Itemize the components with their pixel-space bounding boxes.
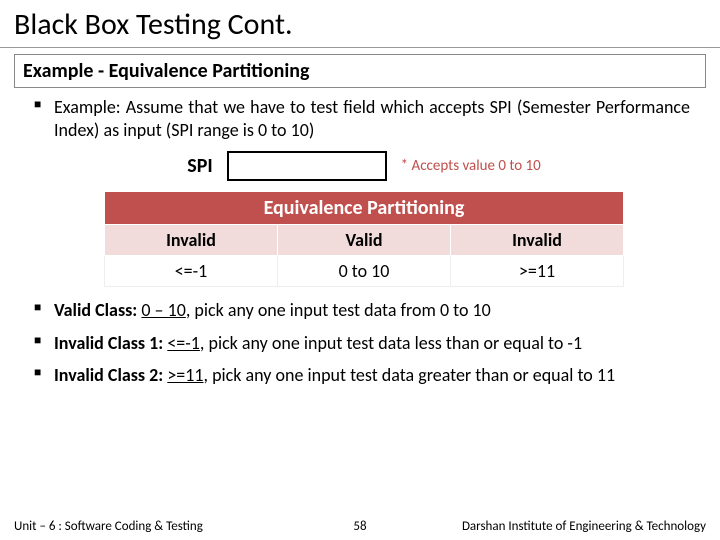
table-cell-2: >=11: [451, 256, 624, 287]
footer: Unit – 6 : Software Coding & Testing 58 …: [0, 519, 720, 534]
rest: , pick any one input test data greater t…: [204, 364, 616, 386]
value: >=11: [167, 364, 203, 386]
value: 0 – 10: [141, 299, 185, 321]
spi-label: SPI: [187, 154, 212, 178]
bullet-valid-class: Valid Class: 0 – 10, pick any one input …: [38, 299, 690, 322]
bullet-invalid-class-1: Invalid Class 1: <=-1, pick any one inpu…: [38, 332, 690, 355]
table-header: Equivalence Partitioning: [105, 192, 624, 225]
spi-input-box[interactable]: [227, 151, 387, 181]
page-title: Black Box Testing Cont.: [0, 0, 720, 48]
table-cell-1: 0 to 10: [278, 256, 451, 287]
rest: , pick any one input test data less than…: [200, 332, 582, 354]
table-col-0: Invalid: [105, 225, 278, 256]
label: Invalid Class 1:: [54, 332, 163, 354]
table-col-1: Valid: [278, 225, 451, 256]
section-subtitle: Example - Equivalence Partitioning: [14, 54, 706, 88]
footer-org: Darshan Institute of Engineering & Techn…: [385, 519, 706, 534]
slide: Black Box Testing Cont. Example - Equiva…: [0, 0, 720, 540]
label: Valid Class:: [54, 299, 137, 321]
value: <=-1: [167, 332, 200, 354]
bullet-invalid-class-2: Invalid Class 2: >=11, pick any one inpu…: [38, 364, 690, 387]
equivalence-table: Equivalence Partitioning Invalid Valid I…: [104, 191, 624, 287]
rest: , pick any one input test data from 0 to…: [186, 299, 491, 321]
spi-note: * Accepts value 0 to 10: [401, 157, 541, 175]
footer-unit: Unit – 6 : Software Coding & Testing: [14, 519, 335, 534]
table-cell-0: <=-1: [105, 256, 278, 287]
label: Invalid Class 2:: [54, 364, 163, 386]
table-col-2: Invalid: [451, 225, 624, 256]
bullet-list-bottom: Valid Class: 0 – 10, pick any one input …: [38, 299, 690, 387]
bullet-example: Example: Assume that we have to test fie…: [38, 96, 690, 141]
content-area: Example: Assume that we have to test fie…: [0, 96, 720, 387]
footer-page: 58: [335, 519, 385, 534]
spi-row: SPI * Accepts value 0 to 10: [38, 151, 690, 181]
bullet-list-top: Example: Assume that we have to test fie…: [38, 96, 690, 141]
